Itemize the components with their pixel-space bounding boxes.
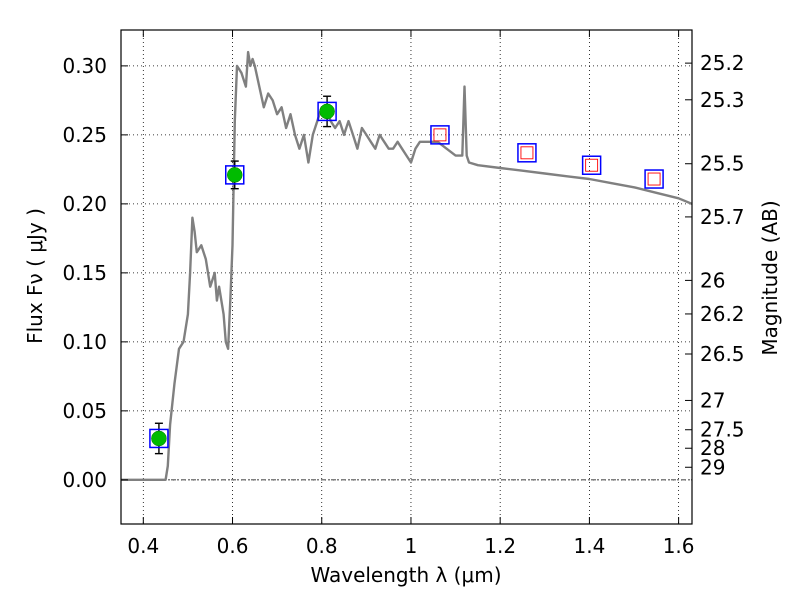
magnitude-tick-label: 26 — [700, 268, 725, 292]
magnitude-tick-label: 29 — [700, 455, 725, 479]
model-band-box — [517, 143, 537, 163]
y-axis-label: Flux Fν ( μJy ) — [23, 208, 47, 344]
magnitude-tick-label: 27 — [700, 388, 725, 412]
magnitude-tick-label: 26.5 — [700, 342, 745, 366]
x-tick-label: 1.4 — [573, 534, 605, 558]
upper-limit-marker — [585, 158, 599, 172]
observed-flux-point — [227, 167, 243, 183]
x-tick-label: 0.4 — [127, 534, 159, 558]
magnitude-tick-label: 25.3 — [700, 88, 745, 112]
observed-flux-point — [151, 430, 167, 447]
axis-ticks: 0.4 0.6 0.8 1 1.2 1.4 1.6 0.00 0.05 0.10 0.15 0.20 0… — [62, 30, 745, 558]
magnitude-tick-label: 25.2 — [700, 51, 745, 75]
model-band-box — [581, 155, 602, 175]
y-tick-label: 0.05 — [62, 399, 107, 423]
upper-limit-marker — [520, 146, 534, 160]
y-tick-label: 0.00 — [62, 468, 107, 492]
upper-limit-marker — [647, 172, 661, 186]
x-tick-label: 0.8 — [306, 534, 338, 558]
y-tick-label: 0.20 — [62, 192, 107, 216]
magnitude-tick-label: 28 — [700, 436, 725, 460]
plot-area — [121, 50, 692, 481]
plot-frame — [120, 29, 693, 525]
x-tick-label: 1.6 — [663, 534, 695, 558]
template-spectrum-line — [121, 50, 692, 481]
magnitude-tick-label: 25.5 — [700, 152, 745, 176]
magnitude-tick-label: 27.5 — [700, 418, 745, 442]
magnitude-axis-label: Magnitude (AB) — [758, 200, 782, 355]
y-tick-label: 0.10 — [62, 330, 107, 354]
grid — [121, 30, 692, 524]
x-axis-label: Wavelength λ (μm) — [310, 563, 501, 587]
model-band-box — [149, 428, 169, 449]
model-band-box — [430, 125, 450, 145]
y-tick-label: 0.30 — [62, 54, 107, 78]
y-tick-label: 0.15 — [62, 261, 107, 285]
magnitude-tick-label: 26.2 — [700, 302, 745, 326]
x-tick-label: 1.2 — [484, 534, 516, 558]
magnitude-tick-label: 25.7 — [700, 205, 745, 229]
model-band-box — [644, 169, 664, 189]
y-tick-label: 0.25 — [62, 123, 107, 147]
upper-limit-marker — [433, 128, 447, 142]
model-band-box — [225, 165, 245, 185]
model-band-box — [317, 101, 337, 122]
observed-flux-point — [319, 103, 335, 120]
x-tick-label: 0.6 — [217, 534, 249, 558]
x-tick-label: 1 — [405, 534, 418, 558]
